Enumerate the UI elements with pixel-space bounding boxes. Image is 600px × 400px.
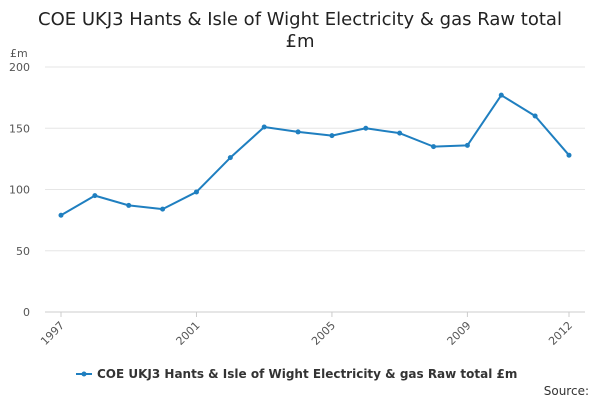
data-point-2008[interactable]: [431, 144, 437, 150]
y-axis-unit-label: £m: [10, 47, 28, 60]
x-tick-label-2009: 2009: [445, 319, 474, 348]
series-line-0: [60, 94, 570, 217]
series-layer: [58, 92, 572, 218]
data-point-2012[interactable]: [566, 152, 572, 158]
data-point-2007[interactable]: [397, 130, 403, 136]
legend-label: COE UKJ3 Hants & Isle of Wight Electrici…: [97, 367, 517, 381]
y-tick-label-100: 100: [9, 184, 30, 197]
y-tick-label-50: 50: [16, 245, 30, 258]
y-tick-label-0: 0: [23, 306, 30, 319]
legend[interactable]: COE UKJ3 Hants & Isle of Wight Electrici…: [76, 367, 517, 381]
data-point-2009[interactable]: [464, 142, 470, 148]
legend-swatch-marker: [81, 371, 87, 377]
source-label: Source:: [544, 384, 589, 398]
data-point-2004[interactable]: [295, 129, 301, 135]
chart-title-line-2: £m: [286, 31, 315, 52]
chart-title-line-1: COE UKJ3 Hants & Isle of Wight Electrici…: [38, 9, 562, 30]
data-point-2003[interactable]: [261, 124, 267, 130]
x-tick-label-2001: 2001: [174, 319, 203, 348]
data-point-2000[interactable]: [160, 206, 166, 212]
y-tick-label-150: 150: [9, 122, 30, 135]
data-point-2005[interactable]: [329, 133, 335, 139]
y-axis-ticks: 0 50 100 150 200: [9, 61, 30, 319]
data-point-2002[interactable]: [227, 155, 233, 161]
y-tick-label-200: 200: [9, 61, 30, 74]
x-tick-label-2012: 2012: [546, 319, 575, 348]
data-point-2011[interactable]: [532, 113, 538, 119]
data-point-2001[interactable]: [193, 189, 199, 195]
data-point-2006[interactable]: [363, 125, 369, 131]
data-point-2010[interactable]: [498, 92, 504, 98]
gridlines: [45, 66, 585, 252]
data-point-1998[interactable]: [92, 193, 98, 199]
x-tick-label-2005: 2005: [309, 319, 338, 348]
data-point-1999[interactable]: [126, 202, 132, 208]
data-point-1997[interactable]: [58, 212, 64, 218]
x-tick-label-1997: 1997: [38, 319, 67, 348]
x-axis-ticks: 1997 2001 2005 2009 2012: [38, 312, 575, 348]
